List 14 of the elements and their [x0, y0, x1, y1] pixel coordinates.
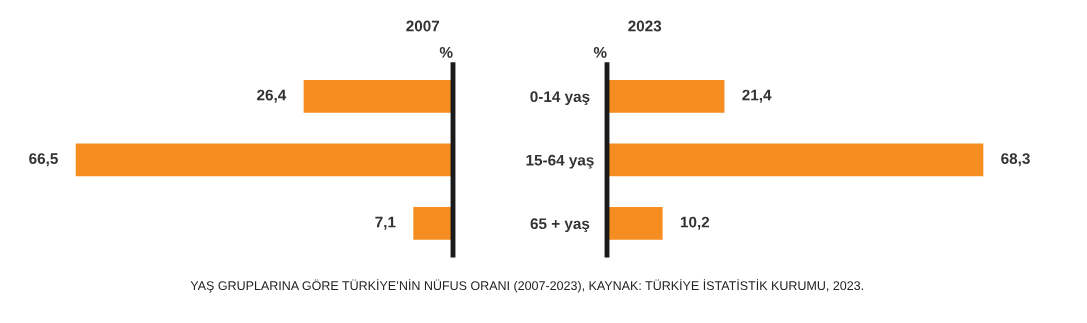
data-label: 26,4	[257, 89, 287, 103]
y-tick-label: 15-64 yaş	[526, 154, 594, 169]
text: %	[593, 46, 607, 58]
text: YAŞ GRUPLARINA GÖRE TÜRKİYE’NİN NÜFUS ORANI (2007-2023), KAYNAK: TÜRKİYE İSTATİSTİK KURUMU, 2023.	[190, 279, 863, 293]
chart-title: 2023	[628, 20, 662, 32]
data-label: 10,2	[680, 216, 710, 230]
data-label: 68,3	[1001, 153, 1030, 167]
chart-title: 2007	[406, 20, 440, 32]
y-tick-label: 65 + yaş	[530, 218, 590, 233]
y-tick-label: 0-14 yaş	[530, 91, 590, 106]
data-label: 66,5	[29, 153, 58, 167]
data-label: 21,4	[742, 89, 772, 103]
text: %	[439, 46, 453, 58]
data-label: 7,1	[375, 216, 396, 230]
